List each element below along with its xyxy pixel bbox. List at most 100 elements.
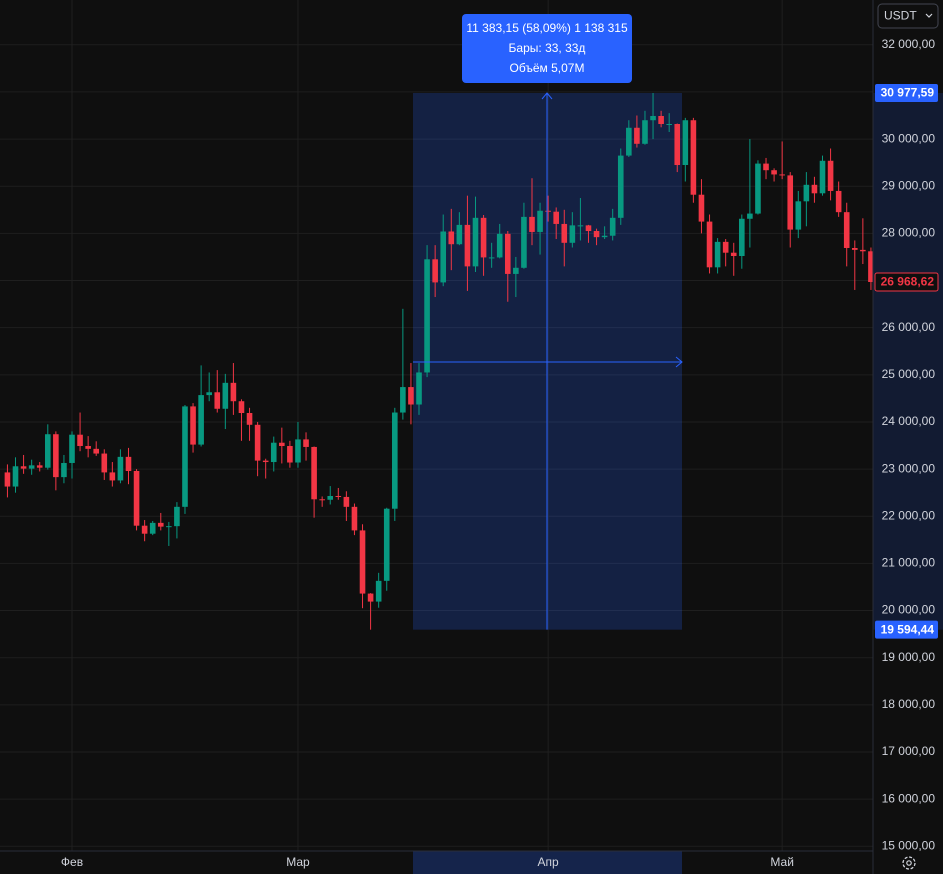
candle-body — [383, 508, 390, 581]
currency-select[interactable] — [877, 3, 939, 29]
candle-body — [93, 448, 100, 454]
y-tick-label: 19 000,00 — [882, 650, 936, 664]
x-tick-label: Мар — [286, 855, 310, 869]
candles — [4, 92, 873, 630]
y-tick-label: 24 000,00 — [882, 414, 936, 428]
candle-body — [706, 221, 713, 268]
candle-body — [730, 252, 737, 257]
candle-body — [803, 184, 810, 202]
candle-body — [375, 580, 382, 602]
candle-body — [464, 224, 471, 267]
candle-body — [472, 217, 479, 267]
candle-body — [658, 115, 664, 124]
measure-arrow-up — [541, 92, 553, 100]
candle-body — [650, 115, 656, 121]
candle-body — [28, 465, 35, 469]
candle-body — [513, 267, 519, 274]
candle-body — [682, 120, 689, 166]
candle-body — [553, 211, 559, 224]
x-tick-label: Апр — [538, 855, 560, 869]
measure-arrow-right — [675, 356, 683, 368]
candle-body — [157, 522, 164, 527]
candle-body — [214, 392, 221, 409]
measure-tooltip: 11 383,15 (58,09%) 1 138 315 Бары: 33, 3… — [462, 14, 632, 83]
y-tick-label: 30 000,00 — [882, 131, 936, 145]
candle-body — [795, 201, 802, 230]
candle-body — [198, 395, 204, 445]
candle-body — [529, 216, 535, 232]
candle-body — [141, 525, 148, 534]
currency-label: USDT — [884, 9, 917, 23]
candle-body — [408, 387, 414, 405]
candle-body — [335, 495, 342, 497]
candle-body — [763, 163, 769, 171]
candle-body — [367, 593, 374, 602]
candle-body — [262, 460, 269, 463]
y-tick-label: 15 000,00 — [882, 838, 936, 852]
grid — [0, 0, 873, 851]
x-tick-label: Фев — [61, 855, 83, 869]
candle-body — [44, 434, 51, 468]
y-tick-label: 25 000,00 — [882, 367, 936, 381]
candle-body — [690, 120, 697, 195]
tooltip-change: 11 383,15 (58,09%) 1 138 315 — [466, 21, 628, 35]
candle-body — [747, 213, 753, 219]
candle-body — [392, 412, 398, 509]
candle-body — [12, 466, 19, 487]
candle-body — [811, 184, 818, 194]
candle-body — [287, 446, 293, 463]
candle-body — [504, 233, 511, 274]
time-axis-range — [413, 851, 682, 874]
dropdown-arrow — [925, 13, 933, 18]
settings-icon[interactable] — [902, 856, 916, 870]
candle-body — [36, 465, 43, 468]
candle-body — [569, 225, 576, 243]
candle-body — [537, 210, 543, 232]
candle-body — [327, 495, 334, 500]
candle-body — [4, 472, 11, 487]
tooltip-box — [462, 14, 632, 83]
candle-body — [617, 155, 624, 218]
candle-body — [634, 127, 640, 144]
candle-body — [246, 413, 253, 425]
candle-body — [319, 499, 325, 501]
tooltip-volume: Объём 5,07M — [510, 61, 585, 75]
candle-body — [351, 506, 358, 531]
candle-body — [109, 472, 116, 481]
price-tag — [874, 272, 939, 292]
candle-body — [561, 223, 568, 243]
candle-body — [254, 424, 261, 461]
candle-body — [868, 251, 873, 283]
y-tick-label: 23 000,00 — [882, 461, 936, 475]
candle-body — [835, 190, 842, 213]
candle-body — [53, 434, 59, 478]
candle-body — [166, 526, 172, 528]
candle-body — [440, 231, 447, 283]
candle-body — [642, 120, 648, 144]
price-tag-label: 30 977,59 — [881, 86, 935, 100]
candle-body — [456, 224, 463, 245]
tooltip-bars: Бары: 33, 33д — [509, 41, 586, 55]
candle-body — [609, 217, 616, 236]
candle-body — [626, 127, 632, 156]
candle-body — [771, 170, 777, 175]
price-tag — [875, 83, 938, 102]
candle-body — [101, 453, 108, 473]
candle-body — [69, 434, 75, 463]
y-tick-label: 32 000,00 — [882, 37, 936, 51]
candle-body — [577, 225, 584, 227]
y-tick-label: 29 000,00 — [882, 178, 936, 192]
candle-body — [480, 217, 487, 258]
candle-body — [698, 194, 705, 222]
price-tag-label: 26 968,62 — [881, 275, 935, 289]
x-tick-label: Май — [770, 855, 794, 869]
candle-body — [666, 123, 672, 125]
overlay — [413, 92, 683, 630]
candle-body — [860, 249, 866, 252]
candle-body — [448, 231, 455, 245]
candle-body — [819, 160, 826, 194]
candle-body — [755, 163, 761, 214]
candle-body — [779, 174, 785, 176]
